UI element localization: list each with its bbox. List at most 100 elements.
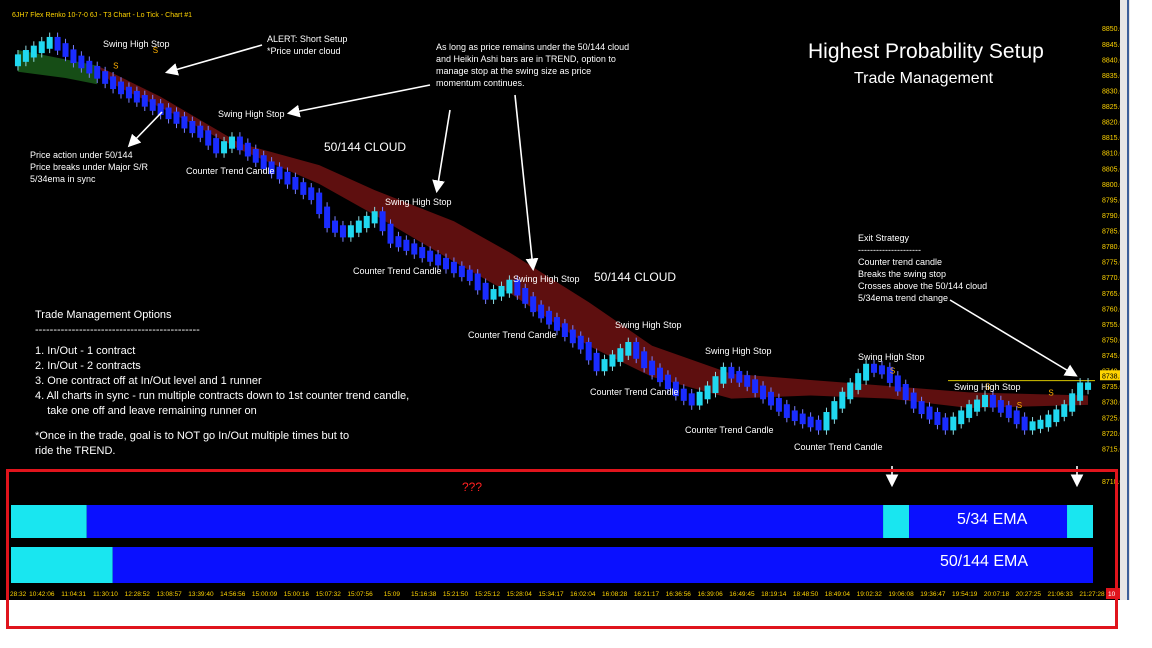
- candle: [815, 419, 822, 431]
- y-tick-label: 8785.0: [1102, 229, 1124, 236]
- candle: [1053, 409, 1060, 423]
- candle: [847, 382, 854, 400]
- annotation-arrow: [432, 109, 451, 194]
- x-tick-label: 20:07:18: [984, 591, 1010, 598]
- y-tick-label: 8775.0: [1102, 260, 1124, 267]
- candle: [974, 399, 981, 412]
- headline-subtitle: Trade Management: [854, 70, 994, 87]
- candle: [363, 215, 370, 229]
- x-tick-label: 15:25:12: [475, 591, 501, 598]
- y-tick-label: 8795.0: [1102, 197, 1124, 204]
- x-tick-label: 16:39:06: [697, 591, 723, 598]
- candle: [110, 76, 117, 90]
- counter-trend-candle-label: Counter Trend Candle: [468, 330, 557, 340]
- x-tick-label: 13:39:40: [188, 591, 214, 598]
- candle: [450, 261, 457, 274]
- highlight-box: [6, 469, 1118, 629]
- ema-50-144-label: 50/144 EMA: [940, 553, 1029, 570]
- s-marker: S: [1048, 389, 1053, 398]
- ema-5-34-label: 5/34 EMA: [957, 511, 1028, 528]
- candle: [435, 254, 442, 266]
- candle: [498, 285, 505, 297]
- bars-layer: S S S S S S: [14, 32, 1092, 435]
- x-tick-label: 18:19:14: [761, 591, 787, 598]
- candle: [1077, 382, 1084, 401]
- y-tick-label: 8810.0: [1102, 151, 1124, 158]
- candle: [181, 116, 188, 129]
- candle: [339, 225, 346, 238]
- x-tick-label: 16:21:17: [634, 591, 660, 598]
- candle: [506, 279, 513, 294]
- annotation-arrow: [127, 111, 163, 148]
- y-tick-label: 8710.0: [1102, 479, 1124, 486]
- candle: [125, 86, 132, 99]
- x-tick-label: 11:04:31: [61, 591, 86, 598]
- candle: [260, 155, 267, 169]
- trade-management-heading: Trade Management Options: [35, 309, 172, 321]
- candle: [1029, 421, 1036, 431]
- chart-canvas[interactable]: S S S S S S 8850.0 8845.0 8840.0 8835.0 8830.0 882…: [0, 0, 1130, 600]
- candle: [926, 406, 933, 420]
- time-axis: 28:32 10:42:06 11:04:31 11:30:10 12:28:52 13:…: [10, 588, 1120, 599]
- candle: [1021, 416, 1028, 431]
- y-tick-label: 8745.0: [1102, 353, 1124, 360]
- candle: [332, 220, 339, 233]
- y-tick-label: 8820.0: [1102, 120, 1124, 127]
- cloud-50-144: [97, 65, 1089, 408]
- counter-trend-candle-label: Counter Trend Candle: [590, 387, 679, 397]
- candle: [823, 412, 830, 431]
- trade-option-4: 4. All charts in sync - run multiple con…: [35, 390, 410, 402]
- chart-window[interactable]: S S S S S S 8850.0 8845.0 8840.0 8835.0 8830.0 882…: [0, 0, 1130, 600]
- candle: [871, 363, 878, 373]
- candle: [355, 220, 362, 233]
- x-tick-label: 15:00:16: [284, 591, 310, 598]
- y-tick-label: 8805.0: [1102, 166, 1124, 173]
- candle: [989, 394, 996, 408]
- y-tick-label: 8825.0: [1102, 104, 1124, 111]
- x-tick-label: 16:08:28: [602, 591, 628, 598]
- candle: [712, 376, 719, 394]
- candle: [783, 404, 790, 418]
- candle: [22, 50, 29, 62]
- swing-high-stop-label: Swing High Stop: [954, 382, 1021, 392]
- candle: [466, 269, 473, 281]
- candle: [1013, 410, 1020, 425]
- candle: [300, 182, 307, 195]
- annotation-arrow: [514, 94, 539, 272]
- trade-option-4-cont: take one off and leave remaining runner …: [35, 405, 257, 417]
- candle: [157, 103, 164, 115]
- candle: [395, 236, 402, 248]
- window-scrollbar[interactable]: [1120, 0, 1130, 600]
- x-tick-label: 15:28:04: [507, 591, 533, 598]
- x-tick-label: 15:34:17: [538, 591, 564, 598]
- x-corner-label: 10: [1108, 591, 1116, 598]
- s-marker: S: [113, 62, 118, 71]
- candle: [38, 41, 45, 54]
- candle: [577, 335, 584, 350]
- candle: [324, 206, 331, 229]
- cloud-layer: [17, 50, 1095, 408]
- candle: [1069, 393, 1076, 412]
- candle: [46, 36, 53, 49]
- alert-note: ALERT: Short Setup *Price under cloud: [267, 34, 348, 56]
- ema-segment-cyan: [11, 547, 113, 583]
- x-tick-label: 16:36:56: [666, 591, 692, 598]
- ema-segment-cyan: [1067, 505, 1093, 538]
- x-tick-label: 15:07:56: [347, 591, 373, 598]
- swing-high-stop-label: Swing High Stop: [218, 109, 285, 119]
- candle: [403, 239, 410, 251]
- annotation-arrow: [949, 299, 1078, 377]
- candle: [649, 360, 656, 376]
- x-tick-label: 12:28:52: [125, 591, 151, 598]
- x-tick-label: 15:21:50: [443, 591, 469, 598]
- candle: [886, 366, 893, 383]
- candle: [601, 359, 608, 372]
- candle: [799, 413, 806, 425]
- ema-segment-cyan: [883, 505, 910, 538]
- candle: [490, 289, 497, 300]
- x-tick-label: 19:54:19: [952, 591, 978, 598]
- candle: [593, 352, 600, 372]
- candle: [981, 394, 989, 408]
- candle: [585, 341, 592, 361]
- candle: [553, 317, 560, 331]
